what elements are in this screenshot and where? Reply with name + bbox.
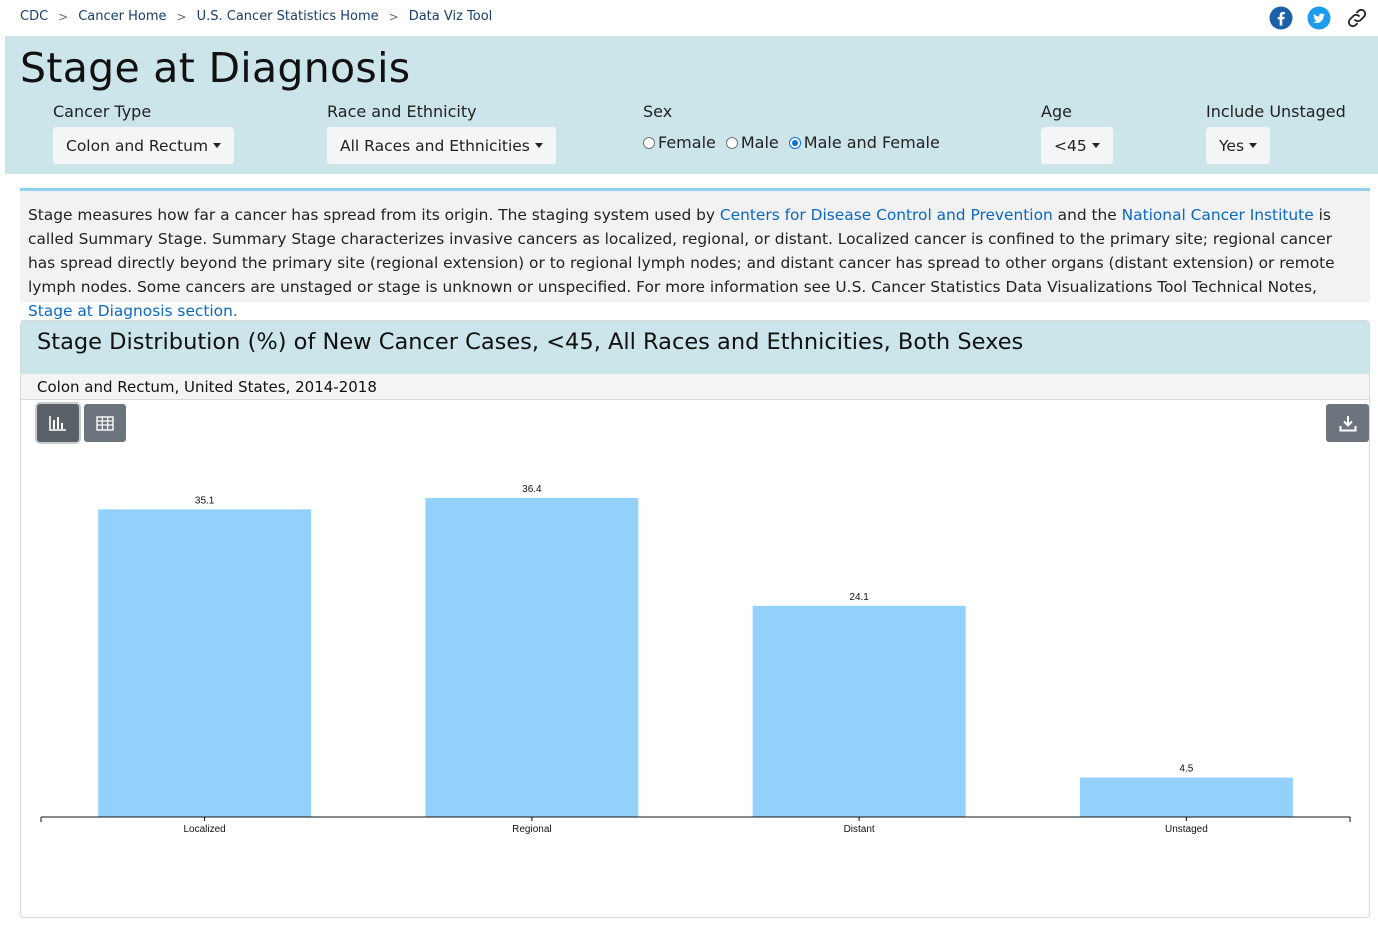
include-unstaged-dropdown[interactable]: Yes <box>1206 127 1271 164</box>
breadcrumb-separator: > <box>58 9 69 24</box>
age-value: <45 <box>1054 136 1087 155</box>
chevron-down-icon <box>534 143 543 148</box>
chart-view-button[interactable] <box>37 404 79 442</box>
radio-button-selected[interactable] <box>788 136 801 149</box>
age-filter: Age <45 <box>1041 102 1113 164</box>
bar-value-label: 35.1 <box>195 495 215 506</box>
cancer-type-value: Colon and Rectum <box>66 136 209 155</box>
sex-option-female[interactable]: Female <box>643 133 716 152</box>
race-dropdown[interactable]: All Races and Ethnicities <box>327 127 556 164</box>
top-bar: CDC > Cancer Home > U.S. Cancer Statisti… <box>0 0 1378 36</box>
chart-bar <box>1079 777 1293 817</box>
chevron-down-icon <box>1091 143 1100 148</box>
nci-link[interactable]: National Cancer Institute <box>1121 206 1314 224</box>
chart-bar <box>98 509 312 817</box>
bar-chart: 35.1 Localized 36.4 Regional 24.1 Distant 4.5 U… <box>40 484 1351 835</box>
race-filter: Race and Ethnicity All Races and Ethnici… <box>327 102 556 164</box>
sex-option-male[interactable]: Male <box>725 133 779 152</box>
x-tick-label: Distant <box>844 824 875 835</box>
cdc-link[interactable]: Centers for Disease Control and Preventi… <box>719 206 1053 224</box>
social-share <box>1268 5 1370 31</box>
radio-button[interactable] <box>725 136 738 149</box>
include-unstaged-value: Yes <box>1219 136 1245 155</box>
bar-chart-icon <box>49 416 66 431</box>
breadcrumb-separator: > <box>388 9 399 24</box>
cancer-type-label: Cancer Type <box>53 102 152 121</box>
description-text: and the <box>1052 206 1122 224</box>
link-icon[interactable] <box>1344 5 1370 31</box>
x-tick-label: Unstaged <box>1165 824 1208 835</box>
stage-description: Stage measures how far a cancer has spre… <box>20 188 1370 320</box>
facebook-icon[interactable] <box>1268 5 1294 31</box>
chart-bar <box>425 498 639 817</box>
race-label: Race and Ethnicity <box>327 102 477 121</box>
twitter-icon[interactable] <box>1306 5 1332 31</box>
chart-bar <box>752 605 966 817</box>
download-button[interactable] <box>1326 404 1369 442</box>
filter-panel: Stage at Diagnosis Cancer Type Colon and… <box>5 36 1378 174</box>
description-text: is called Summary Stage. Summary Stage c… <box>28 206 1335 296</box>
technical-notes-link[interactable]: Stage at Diagnosis section. <box>28 302 238 320</box>
breadcrumb-uscs-home[interactable]: U.S. Cancer Statistics Home <box>196 9 379 24</box>
chevron-down-icon <box>213 143 222 148</box>
page-title: Stage at Diagnosis <box>20 44 411 92</box>
breadcrumb-separator: > <box>176 9 187 24</box>
race-value: All Races and Ethnicities <box>340 136 530 155</box>
chevron-down-icon <box>1249 143 1258 148</box>
breadcrumb-cancer-home[interactable]: Cancer Home <box>78 9 167 24</box>
chart-title: Stage Distribution (%) of New Cancer Cas… <box>21 321 1369 374</box>
breadcrumb: CDC > Cancer Home > U.S. Cancer Statisti… <box>20 9 492 24</box>
sex-option-label: Female <box>658 133 716 152</box>
include-unstaged-label: Include Unstaged <box>1206 102 1346 121</box>
x-tick-label: Regional <box>512 824 551 835</box>
radio-button[interactable] <box>643 136 655 149</box>
table-view-button[interactable] <box>84 404 126 442</box>
age-dropdown[interactable]: <45 <box>1041 127 1113 164</box>
chart-card: Stage Distribution (%) of New Cancer Cas… <box>20 320 1370 918</box>
cancer-type-dropdown[interactable]: Colon and Rectum <box>53 127 235 164</box>
download-icon <box>1339 415 1356 431</box>
cancer-type-filter: Cancer Type Colon and Rectum <box>53 102 235 164</box>
sex-option-label: Male and Female <box>803 133 940 152</box>
include-unstaged-filter: Include Unstaged Yes <box>1206 102 1346 164</box>
sex-option-label: Male <box>740 133 779 152</box>
bar-value-label: 24.1 <box>849 592 869 603</box>
sex-label: Sex <box>643 102 673 121</box>
age-label: Age <box>1041 102 1072 121</box>
bar-value-label: 36.4 <box>522 484 542 495</box>
breadcrumb-cdc[interactable]: CDC <box>20 9 49 24</box>
table-icon <box>96 415 114 431</box>
sex-filter: Sex Female Male Male and Female <box>643 102 944 152</box>
sex-option-male-and-female[interactable]: Male and Female <box>788 133 940 152</box>
sex-radio-group: Female Male Male and Female <box>643 133 944 152</box>
bar-value-label: 4.5 <box>1179 764 1193 775</box>
x-tick-label: Localized <box>183 824 225 835</box>
breadcrumb-data-viz-tool[interactable]: Data Viz Tool <box>408 9 493 24</box>
chart-subtitle: Colon and Rectum, United States, 2014-20… <box>21 374 1369 400</box>
description-text: Stage measures how far a cancer has spre… <box>28 206 720 224</box>
